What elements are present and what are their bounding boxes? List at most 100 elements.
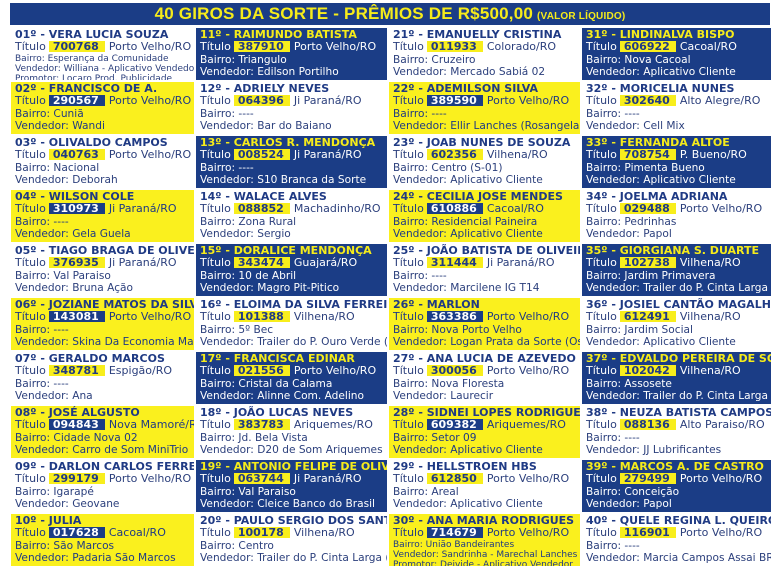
bairro-label: Bairro:: [15, 53, 45, 64]
ticket-label: Título: [393, 526, 424, 540]
bairro-label: Bairro:: [586, 539, 622, 552]
vendedor-line: Vendedor: Magro Pit-Pitico: [200, 282, 384, 294]
bairro-label: Bairro:: [586, 323, 622, 336]
vendedor-line: Vendedor: S10 Branca da Sorte: [200, 174, 384, 186]
vendedor-line: Vendedor: Padaria São Marcos: [15, 552, 191, 564]
winner-card: 24º - CECILIA JOSE MENDES Título 610886 Cac…: [389, 190, 580, 242]
winner-name: 28º - SIDNEI LOPES RODRIGUES: [393, 406, 580, 419]
vendedor-line: Vendedor: Marcia Campos Assai BR: [586, 552, 771, 564]
winner-rank: 27º -: [393, 352, 427, 365]
vendedor-value: S10 Branca da Sorte: [257, 173, 367, 186]
vendedor-label: Vendedor:: [200, 551, 254, 564]
winner-rank: 09º -: [15, 460, 49, 473]
winner-name-text: JOELMA ADRIANA: [619, 190, 728, 203]
winner-rank: 30º -: [393, 514, 427, 527]
city: Vilhena/RO: [679, 310, 741, 324]
winner-name-text: GIORGIANA S. DUARTE: [619, 244, 760, 257]
bairro-value: São Marcos: [53, 539, 115, 552]
winner-rank: 33º -: [586, 136, 620, 149]
vendedor-line: Vendedor: Trailer do P. Ouro Verde ( Yar…: [200, 336, 387, 348]
vendedor-line: Vendedor: Sandrinha - Marechal Lanches: [393, 550, 577, 560]
winner-card: 34º - JOELMA ADRIANA Título 029488 Porto Ve…: [582, 190, 771, 242]
ticket-line: Título 708754 P. Bueno/RO: [586, 149, 768, 161]
bairro-value: Nova Floresta: [431, 377, 505, 390]
city: Cacoal/RO: [679, 40, 737, 54]
city: Vilhena/RO: [293, 310, 355, 324]
vendedor-label: Vendedor:: [200, 389, 254, 402]
city: Porto Velho/RO: [486, 364, 570, 378]
ticket-line: Título 088852 Machadinho/RO: [200, 203, 384, 215]
city: Porto Velho/RO: [108, 310, 192, 324]
vendedor-label: Vendedor:: [200, 281, 254, 294]
winner-rank: 11º -: [200, 28, 234, 41]
bairro-label: Bairro:: [393, 539, 423, 550]
vendedor-line: Vendedor: Papol: [586, 498, 768, 510]
page-subtitle: (VALOR LÍQUIDO): [537, 10, 626, 22]
promotor-label: Promotor:: [15, 74, 60, 80]
vendedor-value: Williana - Aplicativo Vendedor: [63, 63, 194, 74]
ticket-label: Título: [200, 148, 231, 162]
ticket-line: Título 363386 Porto Velho/RO: [393, 311, 577, 323]
bairro-line: Bairro: Conceição: [586, 486, 768, 498]
ticket-label: Título: [200, 472, 231, 486]
bairro-label: Bairro:: [15, 161, 51, 174]
bairro-value: ----: [238, 107, 254, 120]
bairro-label: Bairro:: [200, 161, 236, 174]
ticket-line: Título 609382 Ariquemes/RO: [393, 419, 577, 431]
vendedor-value: Ana: [72, 389, 93, 402]
vendedor-value: Skina Da Economia Maiara: [72, 335, 194, 348]
ticket-line: Título 040763 Porto Velho/RO: [15, 149, 191, 161]
winner-name: 30º - ANA MARIA RODRIGUES: [393, 514, 577, 527]
winner-name-text: ANTONIO FELIPE DE OLIVEIRA: [233, 460, 387, 473]
ticket-label: Título: [15, 148, 46, 162]
bairro-line: Bairro: Setor 09: [393, 432, 577, 444]
ticket-number: 612491: [619, 311, 676, 323]
vendedor-line: Vendedor: D20 de Som Ariquemes: [200, 444, 384, 456]
ticket-label: Título: [586, 40, 617, 54]
bairro-line: Bairro: Centro (S-01): [393, 162, 577, 174]
bairro-line: Bairro: Val Paraiso: [15, 270, 191, 282]
vendedor-line: Vendedor: Aplicativo Cliente: [393, 444, 577, 456]
winner-name: 19º - ANTONIO FELIPE DE OLIVEIRA: [200, 460, 387, 473]
vendedor-line: Vendedor: Aplicativo Cliente: [586, 174, 768, 186]
winner-card: 13º - CARLOS R. MENDONÇA Título 008524 Ji P…: [196, 136, 387, 188]
bairro-value: ----: [624, 539, 640, 552]
bairro-line: Bairro: Nova Porto Velho: [393, 324, 577, 336]
ticket-label: Título: [393, 364, 424, 378]
ticket-number: 008524: [233, 149, 290, 161]
winner-name: 31º - LINDINALVA BISPO: [586, 28, 768, 41]
winner-card: 05º - TIAGO BRAGA DE OLIVEIRATítulo37693…: [11, 244, 194, 296]
winner-name: 27º - ANA LUCIA DE AZEVEDO: [393, 352, 577, 365]
vendedor-value: Aplicativo Cliente: [450, 497, 543, 510]
city: Porto Velho/RO: [486, 94, 570, 108]
ticket-label: Título: [15, 526, 46, 540]
city: Porto Velho/RO: [108, 148, 192, 162]
winner-rank: 39º -: [586, 460, 620, 473]
ticket-line: Título 116901 Porto Velho/RO: [586, 527, 768, 539]
bairro-value: Cidade Nova 02: [53, 431, 138, 444]
winner-card: 37º - EDVALDO PEREIRA DE SOUZATítulo1020…: [582, 352, 771, 404]
winner-rank: 29º -: [393, 460, 427, 473]
winner-name: 35º - GIORGIANA S. DUARTE: [586, 244, 768, 257]
winner-card: 04º - WILSON COLE Título 310973 Ji Paraná/R…: [11, 190, 194, 242]
vendedor-line: Vendedor: Trailer do P. Cinta Larga (Ros…: [586, 282, 771, 294]
city: Porto Velho/RO: [679, 472, 763, 486]
ticket-label: Título: [15, 418, 46, 432]
promotor-value: Locaro Prod. Publicidade: [62, 74, 173, 80]
city: Espigão/RO: [108, 364, 173, 378]
vendedor-line: Vendedor: Aplicativo Cliente: [586, 336, 768, 348]
ticket-label: Título: [15, 202, 46, 216]
bairro-label: Bairro:: [15, 269, 51, 282]
ticket-label: Título: [393, 202, 424, 216]
ticket-label: Título: [393, 148, 424, 162]
vendedor-value: JJ Lubrificantes: [643, 443, 722, 456]
ticket-label: Título: [200, 94, 231, 108]
bairro-line: Bairro: ----: [586, 540, 768, 552]
bairro-line: Bairro: ----: [15, 378, 191, 390]
winner-card: 25º - JOÃO BATISTA DE OLIVEIRA Título 3114…: [389, 244, 580, 296]
city: Ji Paraná/RO: [486, 256, 555, 270]
ticket-label: Título: [200, 256, 231, 270]
bairro-value: Setor 09: [431, 431, 477, 444]
ticket-label: Título: [200, 418, 231, 432]
vendedor-label: Vendedor:: [200, 65, 254, 78]
